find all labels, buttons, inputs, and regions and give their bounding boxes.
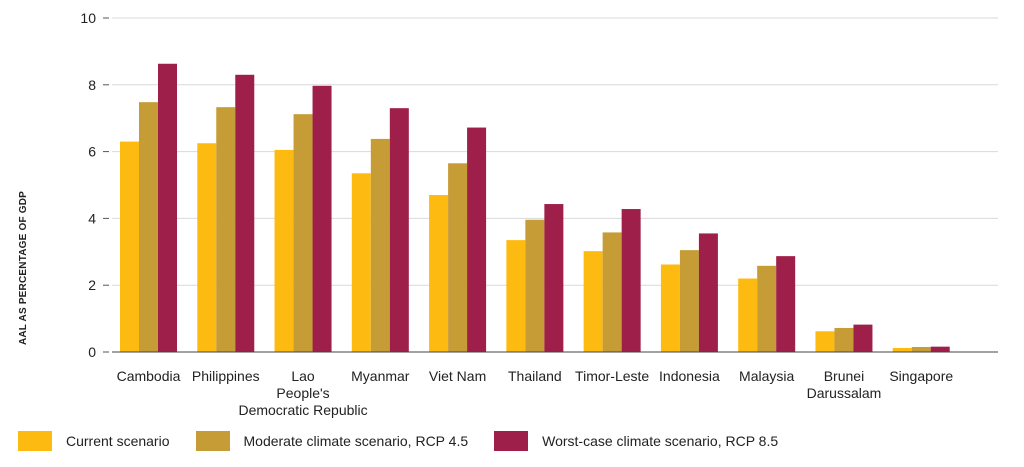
legend: Current scenario Moderate climate scenar… [18, 431, 804, 451]
legend-item-worst: Worst-case climate scenario, RCP 8.5 [494, 431, 778, 451]
bar [197, 143, 217, 352]
x-tick-label: Philippines [192, 368, 260, 384]
bar [448, 163, 468, 352]
legend-label-worst: Worst-case climate scenario, RCP 8.5 [542, 433, 779, 449]
x-tick-label: Darussalam [807, 385, 882, 401]
bar [293, 114, 313, 352]
bar [815, 331, 835, 352]
bar [679, 250, 699, 352]
x-tick-label: Myanmar [351, 368, 410, 384]
y-tick-label: 4 [88, 210, 96, 226]
legend-swatch-current [18, 431, 52, 451]
bar [235, 74, 255, 352]
gridlines [112, 17, 998, 286]
y-tick-label: 8 [88, 77, 96, 93]
bar [738, 278, 758, 352]
bar [429, 195, 449, 352]
x-tick-label: Indonesia [659, 368, 720, 384]
x-tick-label: Democratic Republic [238, 402, 367, 418]
y-tick-label: 6 [88, 144, 96, 160]
legend-swatch-moderate [195, 431, 230, 451]
x-tick-label: Viet Nam [429, 368, 486, 384]
x-axis-labels: Cambodia Philippines LaoPeople'sDemocratic… [117, 368, 954, 418]
bar [621, 209, 641, 352]
bar [312, 85, 332, 352]
y-tick-label: 2 [88, 277, 96, 293]
x-tick-label: Thailand [508, 368, 562, 384]
bar [544, 204, 564, 352]
bar [660, 264, 680, 352]
bar [120, 141, 139, 352]
bar [525, 219, 545, 352]
legend-swatch-worst [494, 431, 529, 451]
bar [602, 232, 622, 352]
x-tick-label: Malaysia [739, 368, 794, 384]
bar [698, 233, 718, 352]
y-axis-label: AAL AS PERCENTAGE OF GDP [18, 191, 29, 345]
bar [834, 327, 854, 352]
legend-label-moderate: Moderate climate scenario, RCP 4.5 [243, 433, 469, 449]
bar [351, 173, 371, 352]
bar [158, 63, 177, 353]
bar [216, 107, 236, 352]
bar [274, 149, 294, 352]
bar [892, 347, 912, 352]
bars [120, 63, 950, 353]
y-axis-ticks: 0 2 4 6 8 10 [80, 10, 109, 360]
bar [911, 346, 931, 352]
x-tick-label: Lao [291, 368, 315, 384]
y-tick-label: 0 [88, 344, 96, 360]
y-tick-label: 10 [80, 10, 96, 26]
x-tick-label: Timor-Leste [575, 368, 649, 384]
x-tick-label: Singapore [889, 368, 953, 384]
bar [467, 127, 487, 352]
x-tick-label: People's [276, 385, 329, 401]
legend-item-current: Current scenario [18, 431, 170, 451]
legend-label-current: Current scenario [66, 433, 170, 449]
bar [506, 240, 526, 352]
bar [139, 102, 158, 352]
bar [776, 256, 796, 352]
bar [583, 251, 603, 352]
bar [389, 108, 409, 353]
x-tick-label: Cambodia [117, 368, 181, 384]
bar [853, 324, 873, 352]
bar [930, 346, 950, 352]
legend-item-moderate: Moderate climate scenario, RCP 4.5 [195, 431, 469, 451]
x-tick-label: Brunei [824, 368, 864, 384]
bar [757, 265, 777, 352]
bar [370, 138, 390, 352]
